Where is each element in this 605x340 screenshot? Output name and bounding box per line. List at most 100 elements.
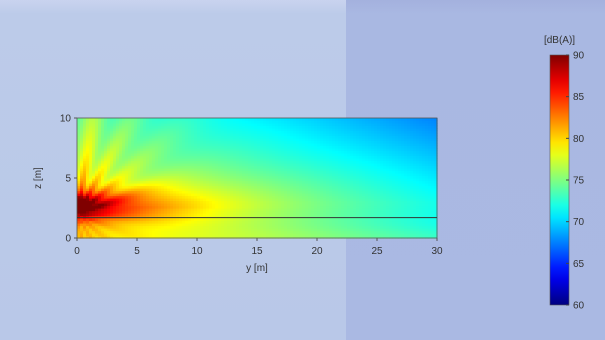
heatmap-cell — [263, 228, 267, 232]
heatmap-cell — [368, 200, 372, 204]
heatmap-cell — [83, 183, 87, 187]
heatmap-cell — [107, 158, 111, 162]
heatmap-cell — [314, 120, 318, 124]
heatmap-cell — [125, 158, 129, 162]
heatmap-cell — [302, 213, 306, 217]
heatmap-cell — [104, 218, 108, 222]
heatmap-cell — [146, 125, 150, 129]
heatmap-cell — [353, 135, 357, 139]
heatmap-cell — [269, 175, 273, 179]
heatmap-cell — [212, 183, 216, 187]
heatmap-cell — [269, 165, 273, 169]
heatmap-cell — [344, 150, 348, 154]
heatmap-cell — [269, 215, 273, 219]
heatmap-cell — [263, 130, 267, 134]
heatmap-cell — [179, 123, 183, 127]
heatmap-cell — [77, 223, 81, 227]
heatmap-cell — [212, 205, 216, 209]
heatmap-cell — [239, 220, 243, 224]
heatmap-cell — [83, 200, 87, 204]
heatmap-cell — [119, 118, 123, 122]
heatmap-cell — [323, 123, 327, 127]
heatmap-cell — [146, 193, 150, 197]
heatmap-cell — [140, 153, 144, 157]
heatmap-cell — [248, 148, 252, 152]
heatmap-cell — [107, 185, 111, 189]
heatmap-cell — [242, 218, 246, 222]
heatmap-cell — [152, 188, 156, 192]
heatmap-cell — [215, 135, 219, 139]
heatmap-cell — [116, 203, 120, 207]
heatmap-cell — [341, 133, 345, 137]
heatmap-cell — [377, 118, 381, 122]
heatmap-cell — [332, 135, 336, 139]
heatmap-cell — [200, 140, 204, 144]
heatmap-cell — [350, 178, 354, 182]
heatmap-cell — [383, 170, 387, 174]
heatmap-cell — [170, 140, 174, 144]
heatmap-cell — [203, 145, 207, 149]
heatmap-cell — [374, 130, 378, 134]
heatmap-cell — [113, 153, 117, 157]
heatmap-cell — [122, 213, 126, 217]
heatmap-cell — [320, 123, 324, 127]
heatmap-cell — [284, 163, 288, 167]
heatmap-cell — [128, 135, 132, 139]
heatmap-cell — [104, 213, 108, 217]
heatmap-cell — [230, 208, 234, 212]
heatmap-cell — [137, 148, 141, 152]
heatmap-cell — [155, 235, 159, 239]
heatmap-cell — [119, 170, 123, 174]
heatmap-cell — [101, 128, 105, 132]
heatmap-cell — [380, 225, 384, 229]
heatmap-cell — [338, 143, 342, 147]
heatmap-cell — [197, 230, 201, 234]
heatmap-cell — [374, 195, 378, 199]
heatmap-cell — [380, 153, 384, 157]
heatmap-cell — [308, 150, 312, 154]
heatmap-cell — [212, 155, 216, 159]
heatmap-cell — [209, 223, 213, 227]
heatmap-cell — [374, 223, 378, 227]
heatmap-cell — [320, 178, 324, 182]
heatmap-cell — [176, 230, 180, 234]
heatmap-cell — [224, 133, 228, 137]
heatmap-cell — [89, 148, 93, 152]
heatmap-cell — [326, 228, 330, 232]
heatmap-cell — [86, 190, 90, 194]
heatmap-cell — [149, 210, 153, 214]
heatmap-cell — [311, 170, 315, 174]
heatmap-cell — [119, 195, 123, 199]
heatmap-cell — [347, 155, 351, 159]
heatmap-cell — [335, 208, 339, 212]
heatmap-cell — [386, 120, 390, 124]
heatmap-cell — [182, 210, 186, 214]
heatmap-cell — [365, 195, 369, 199]
heatmap-cell — [203, 210, 207, 214]
heatmap-cell — [269, 133, 273, 137]
heatmap-cell — [305, 140, 309, 144]
heatmap-cell — [167, 235, 171, 239]
heatmap-cell — [206, 180, 210, 184]
heatmap-cell — [164, 168, 168, 172]
heatmap-cell — [290, 228, 294, 232]
heatmap-cell — [251, 175, 255, 179]
heatmap-cell — [98, 155, 102, 159]
heatmap-cell — [170, 163, 174, 167]
heatmap-cell — [203, 140, 207, 144]
heatmap-cell — [281, 155, 285, 159]
heatmap-cell — [110, 188, 114, 192]
heatmap-cell — [254, 180, 258, 184]
heatmap-cell — [215, 185, 219, 189]
heatmap-cell — [347, 140, 351, 144]
heatmap-cell — [128, 175, 132, 179]
heatmap-cell — [260, 118, 264, 122]
heatmap-cell — [140, 230, 144, 234]
heatmap-cell — [311, 235, 315, 239]
heatmap-cell — [290, 188, 294, 192]
heatmap-cell — [278, 168, 282, 172]
heatmap-cell — [92, 140, 96, 144]
heatmap-cell — [173, 198, 177, 202]
heatmap-cell — [293, 175, 297, 179]
heatmap-cell — [245, 143, 249, 147]
